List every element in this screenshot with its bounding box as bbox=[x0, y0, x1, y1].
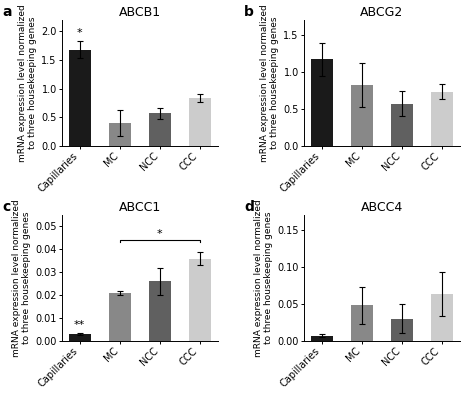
Bar bbox=[351, 305, 373, 341]
Bar bbox=[149, 113, 171, 146]
Text: d: d bbox=[244, 200, 254, 214]
Y-axis label: mRNA expression level normalized
to three housekeeping genes: mRNA expression level normalized to thre… bbox=[18, 4, 37, 162]
Title: ABCB1: ABCB1 bbox=[118, 6, 161, 19]
Bar bbox=[109, 293, 131, 341]
Y-axis label: mRNA expression level normalized
to three housekeeping genes: mRNA expression level normalized to thre… bbox=[254, 199, 273, 357]
Text: a: a bbox=[2, 5, 12, 19]
Bar bbox=[109, 123, 131, 146]
Bar bbox=[391, 104, 413, 146]
Text: b: b bbox=[244, 5, 254, 19]
Bar bbox=[351, 85, 373, 146]
Text: *: * bbox=[77, 28, 82, 38]
Bar bbox=[311, 336, 333, 341]
Bar bbox=[431, 294, 453, 341]
Title: ABCC1: ABCC1 bbox=[118, 201, 161, 214]
Bar bbox=[149, 282, 171, 341]
Bar bbox=[189, 98, 210, 146]
Bar bbox=[69, 50, 91, 146]
Text: **: ** bbox=[74, 320, 85, 330]
Title: ABCC4: ABCC4 bbox=[361, 201, 403, 214]
Bar bbox=[391, 319, 413, 341]
Text: *: * bbox=[157, 229, 163, 239]
Bar bbox=[189, 259, 210, 341]
Title: ABCG2: ABCG2 bbox=[360, 6, 403, 19]
Bar bbox=[311, 59, 333, 146]
Y-axis label: mRNA expression level normalized
to three housekeeping genes: mRNA expression level normalized to thre… bbox=[12, 199, 31, 357]
Bar bbox=[431, 92, 453, 146]
Bar bbox=[69, 334, 91, 341]
Text: c: c bbox=[2, 200, 10, 214]
Y-axis label: mRNA expression level normalized
to three housekeeping genes: mRNA expression level normalized to thre… bbox=[260, 4, 279, 162]
